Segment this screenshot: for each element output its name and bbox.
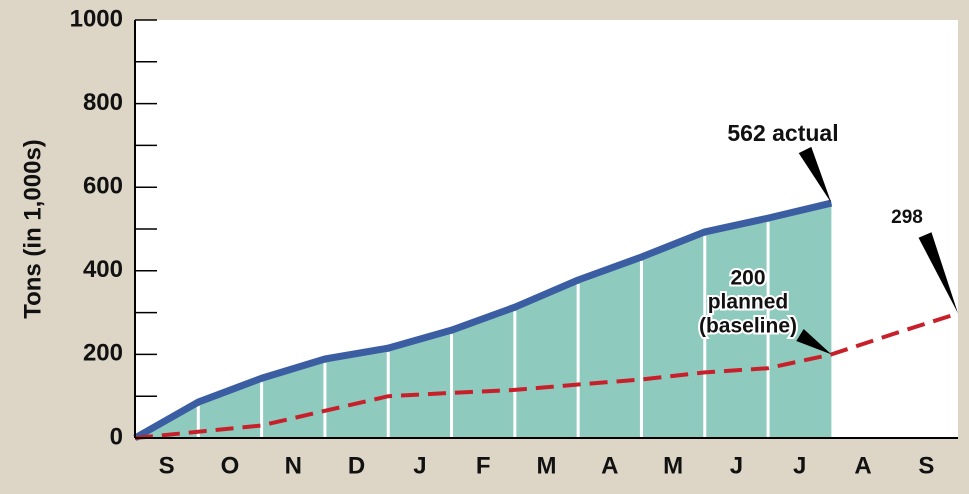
x-tick-label: S — [918, 452, 934, 479]
x-tick-label: F — [476, 452, 491, 479]
annotation: 200 — [730, 267, 765, 290]
y-tick-label: 200 — [83, 340, 123, 367]
x-tick-label: J — [413, 452, 426, 479]
y-tick-label: 0 — [110, 423, 123, 450]
x-tick-label: M — [663, 452, 683, 479]
annotation-pointer — [918, 232, 958, 314]
x-tick-label: S — [159, 452, 175, 479]
series-line — [133, 199, 833, 442]
annotation-pointer — [798, 146, 832, 204]
y-axis-title: Tons (in 1,000s) — [19, 139, 46, 319]
x-tick-label: D — [348, 452, 365, 479]
annotation: (baseline) — [699, 315, 797, 338]
x-tick-label: A — [854, 452, 871, 479]
y-tick-label: 1000 — [70, 5, 123, 32]
x-tick-label: M — [537, 452, 557, 479]
y-tick-label: 400 — [83, 256, 123, 283]
x-tick-label: O — [221, 452, 240, 479]
series-line — [134, 311, 959, 440]
annotation-pointer — [796, 329, 832, 355]
x-tick-label: J — [793, 452, 806, 479]
x-tick-label: N — [285, 452, 302, 479]
annotation: 562 actual — [727, 120, 838, 146]
x-tick-label: J — [730, 452, 743, 479]
y-tick-label: 800 — [83, 89, 123, 116]
x-tick-label: A — [601, 452, 618, 479]
y-tick-label: 600 — [83, 173, 123, 200]
annotation: 298 — [891, 207, 923, 228]
annotation: planned — [708, 291, 789, 314]
